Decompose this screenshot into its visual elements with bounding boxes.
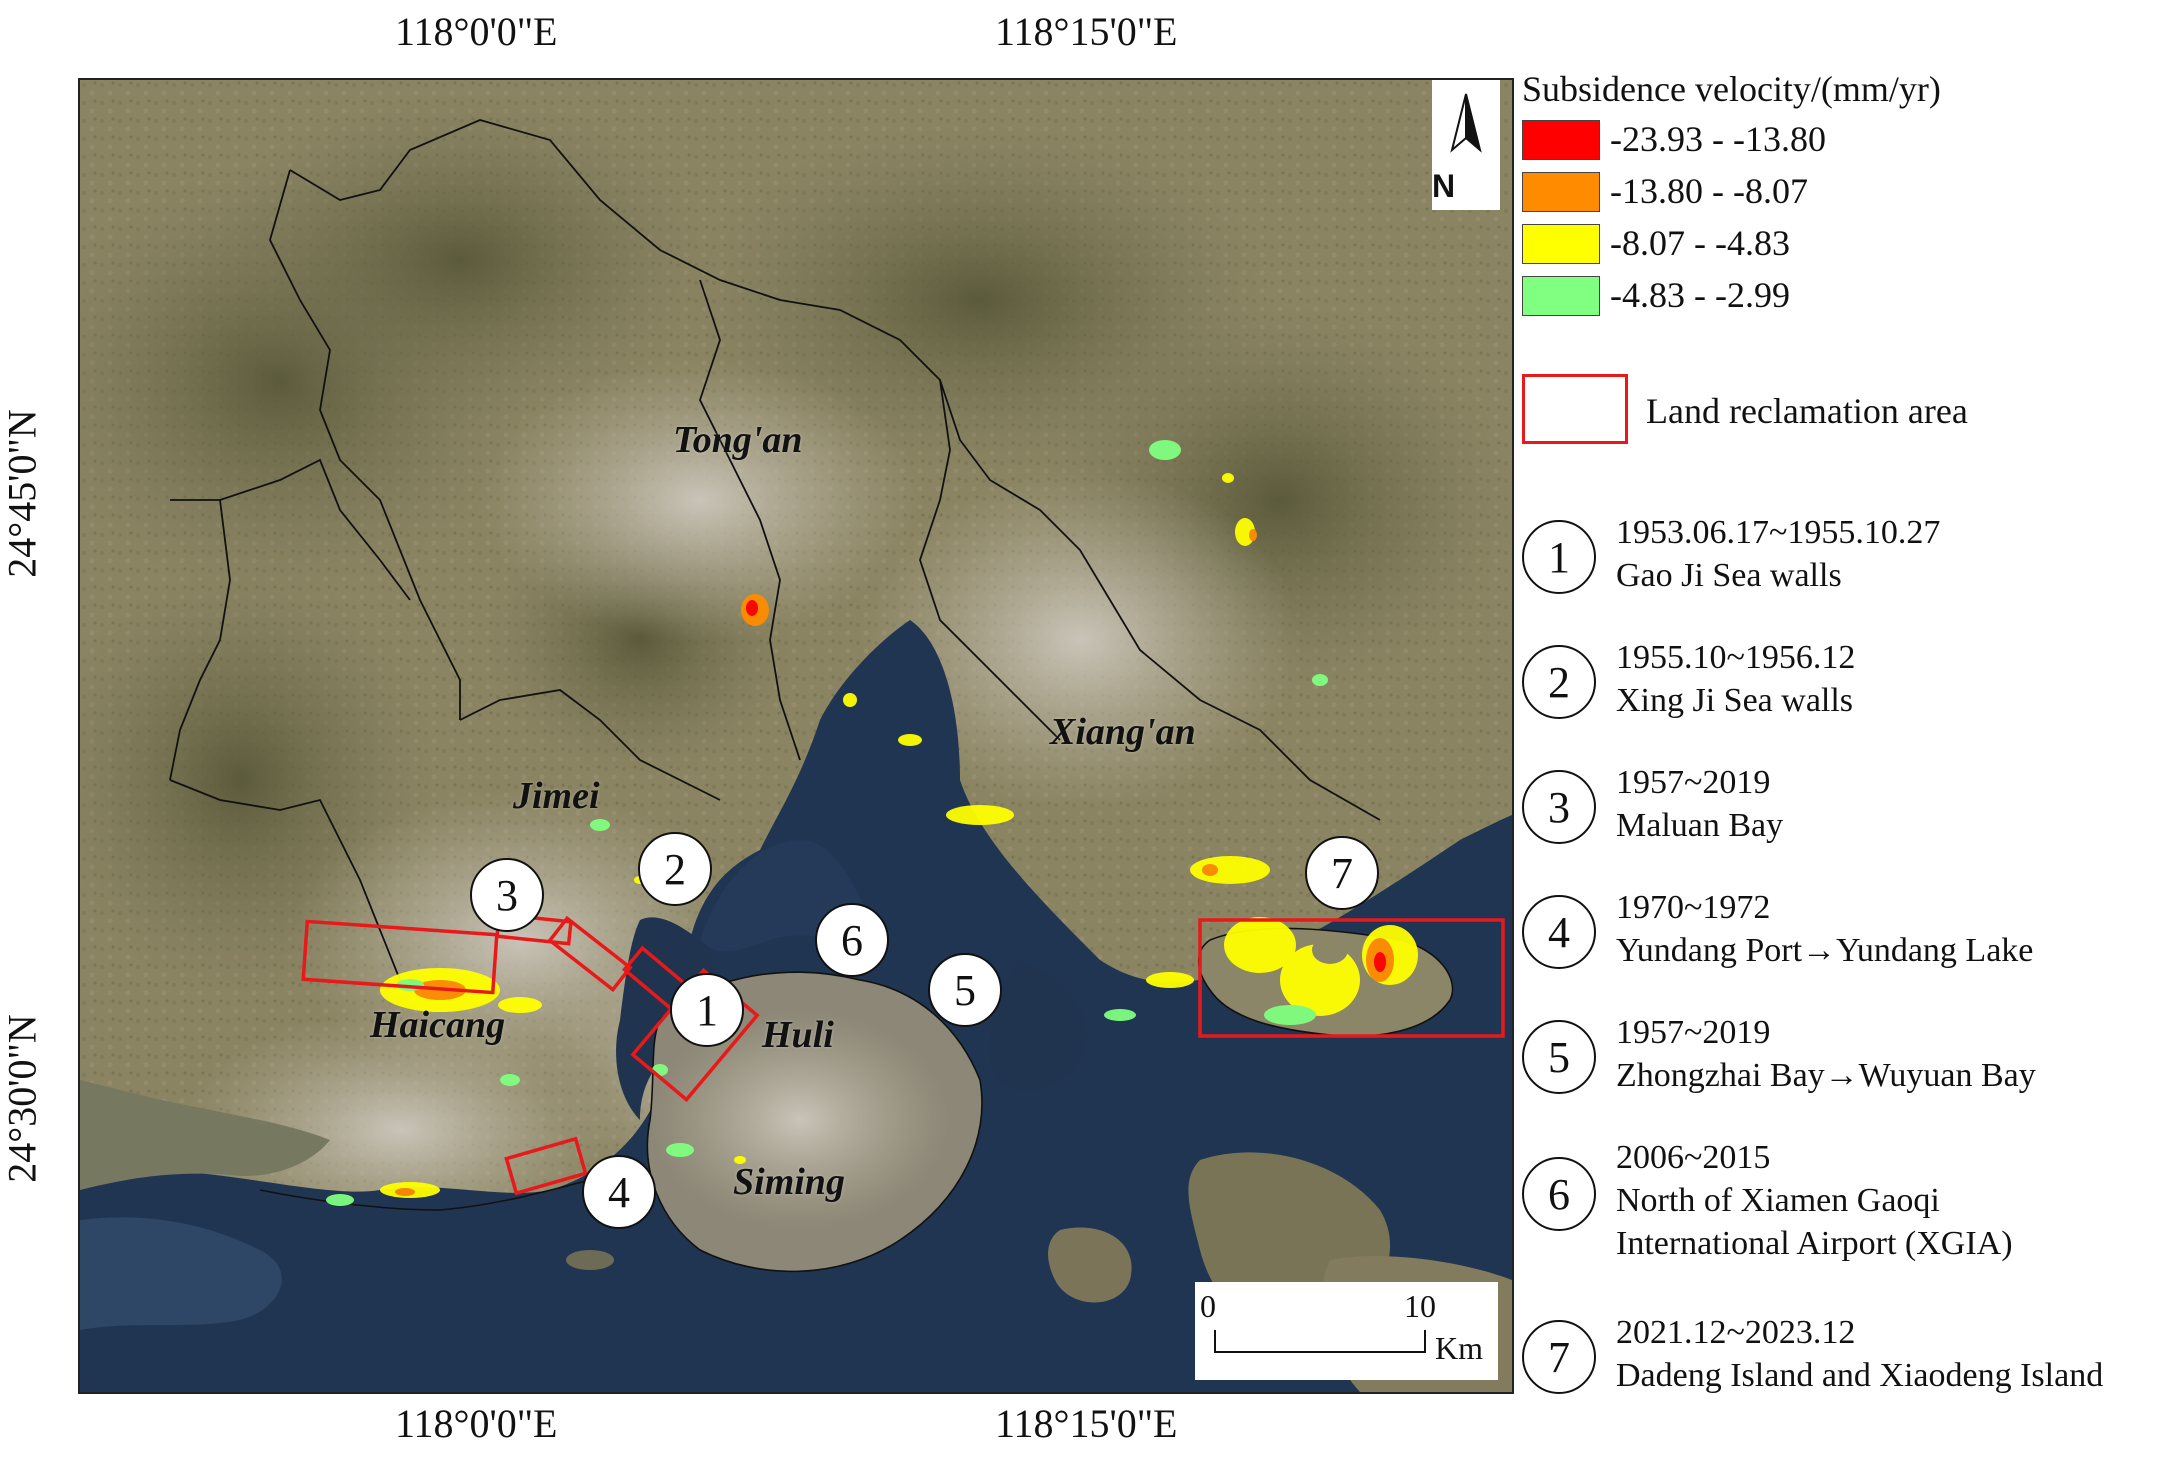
legend-class-2-label: -13.80 - -8.07: [1610, 171, 1808, 211]
place-siming: Siming: [733, 1161, 845, 1203]
map-marker-4: 4: [582, 1155, 656, 1229]
legend-swatch-2: [1522, 172, 1600, 212]
legend-item-2-number: 2: [1522, 645, 1596, 719]
legend-class-3-label: -8.07 - -4.83: [1610, 223, 1790, 263]
legend-item-1-date: 1953.06.17~1955.10.27: [1616, 514, 1941, 551]
map-marker-5: 5: [928, 953, 1002, 1027]
map-marker-6: 6: [815, 903, 889, 977]
map-marker-2: 2: [638, 832, 712, 906]
legend-reclamation-swatch: [1522, 374, 1628, 444]
legend-item-4-number: 4: [1522, 895, 1596, 969]
reclamation-area-1: [547, 915, 633, 993]
reclamation-areas: [301, 912, 1505, 1196]
legend-swatch-1: [1522, 120, 1600, 160]
map-marker-3: 3: [470, 858, 544, 932]
legend-item-1-number: 1: [1522, 520, 1596, 594]
legend-item-4-date: 1970~1972: [1616, 889, 1771, 926]
reclamation-area-3: [301, 919, 499, 995]
map-marker-1: 1: [670, 973, 744, 1047]
left-lat-tick-24-30: 24°30'0"N: [0, 1014, 45, 1183]
legend-item-3-number: 3: [1522, 770, 1596, 844]
legend-item-6-name-cont: International Airport (XGIA): [1616, 1225, 2013, 1262]
legend-item-5-date: 1957~2019: [1616, 1014, 1771, 1051]
place-tongan: Tong'an: [673, 419, 803, 461]
subsidence-points: [326, 440, 1418, 1206]
legend-title: Subsidence velocity/(mm/yr): [1522, 69, 1941, 109]
satellite-map: [80, 80, 1512, 1392]
legend-swatch-3: [1522, 224, 1600, 264]
map-marker-7: 7: [1305, 836, 1379, 910]
legend-item-4-name: Yundang Port→Yundang Lake: [1616, 932, 2034, 969]
legend-item-6-date: 2006~2015: [1616, 1139, 1771, 1176]
top-lon-tick-118-0: 118°0'0"E: [395, 9, 558, 54]
reclamation-area-7: [1198, 918, 1505, 1038]
legend-item-7-name: Dadeng Island and Xiaodeng Island: [1616, 1357, 2104, 1394]
place-xiangan: Xiang'an: [1050, 711, 1196, 753]
left-lat-tick-24-45: 24°45'0"N: [0, 409, 45, 578]
place-huli: Huli: [762, 1014, 834, 1056]
place-jimei: Jimei: [513, 775, 600, 817]
legend-item-7-number: 7: [1522, 1320, 1596, 1394]
district-boundaries: [169, 119, 1381, 981]
legend-class-4-label: -4.83 - -2.99: [1610, 275, 1790, 315]
legend-class-1-label: -23.93 - -13.80: [1610, 119, 1826, 159]
top-lon-tick-118-15: 118°15'0"E: [995, 9, 1178, 54]
scale-start-label: 0: [1200, 1288, 1216, 1324]
reclamation-area-4: [504, 1136, 588, 1196]
legend-item-6-name: North of Xiamen Gaoqi: [1616, 1182, 1940, 1219]
place-haicang: Haicang: [370, 1004, 506, 1046]
legend-item-2-name: Xing Ji Sea walls: [1616, 682, 1854, 719]
north-arrow-label: N: [1432, 168, 1456, 204]
legend-item-6-number: 6: [1522, 1157, 1596, 1231]
legend-item-3-name: Maluan Bay: [1616, 807, 1784, 844]
legend-item-3-date: 1957~2019: [1616, 764, 1771, 801]
scale-bar: [1195, 1282, 1498, 1380]
legend-item-5-name: Zhongzhai Bay→Wuyuan Bay: [1616, 1057, 2036, 1094]
scale-end-label: 10: [1404, 1288, 1436, 1324]
map-frame: [78, 78, 1514, 1394]
bottom-lon-tick-118-15: 118°15'0"E: [995, 1401, 1178, 1446]
legend-swatch-4: [1522, 276, 1600, 316]
bottom-lon-tick-118-0: 118°0'0"E: [395, 1401, 558, 1446]
legend-item-7-date: 2021.12~2023.12: [1616, 1314, 1856, 1351]
scale-unit-label: Km: [1435, 1330, 1483, 1366]
legend-item-1-name: Gao Ji Sea walls: [1616, 557, 1842, 594]
legend-item-5-number: 5: [1522, 1020, 1596, 1094]
legend-item-2-date: 1955.10~1956.12: [1616, 639, 1856, 676]
north-arrow: [1432, 80, 1500, 210]
legend-reclamation-label: Land reclamation area: [1646, 391, 1968, 431]
